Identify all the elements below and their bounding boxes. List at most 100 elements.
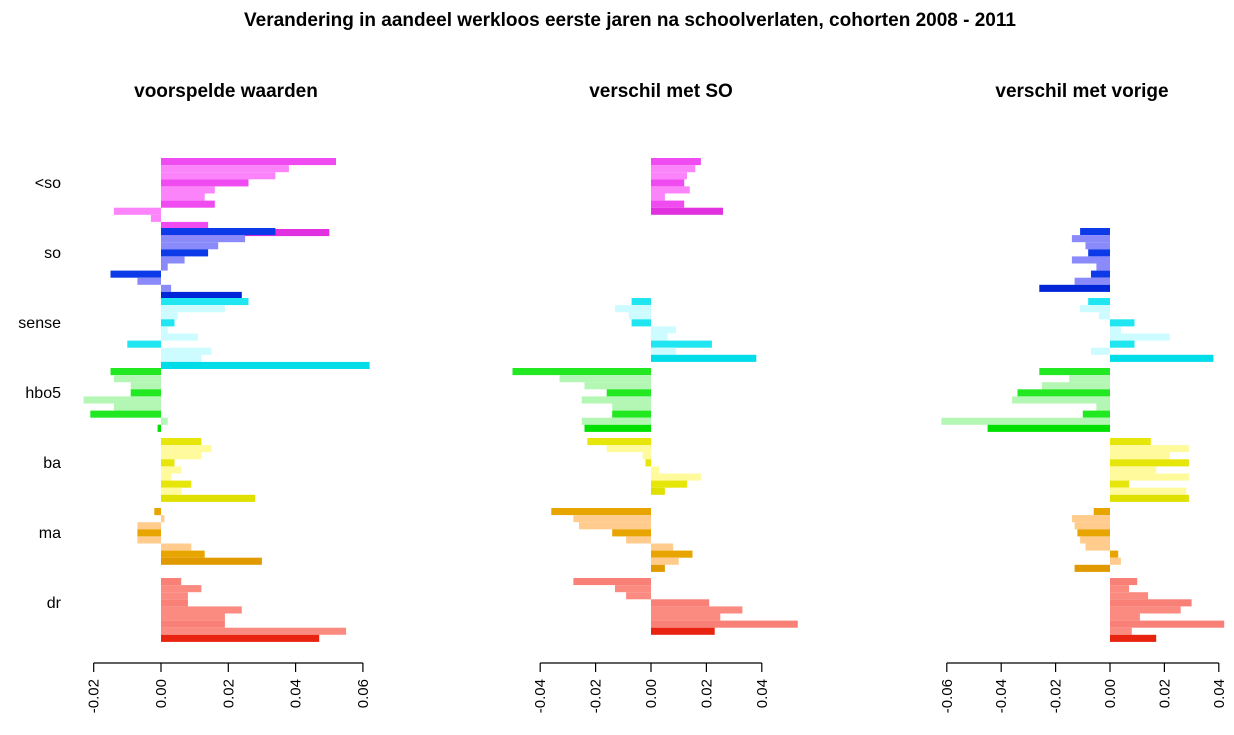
bar-ma-7	[1110, 550, 1119, 558]
bar-dr-1	[161, 578, 182, 586]
bar-hbo5-4	[130, 389, 161, 397]
bar-dr-2	[615, 585, 651, 593]
bar-hbo5-1	[1039, 368, 1110, 376]
bar-ba-9	[161, 494, 256, 502]
bar-dr-9	[1110, 634, 1157, 642]
bar-ba-4	[645, 459, 651, 467]
bar-so-7	[1091, 270, 1110, 278]
bar-dr-1	[573, 578, 651, 586]
group-label: ma	[39, 525, 61, 542]
group-label: <so	[35, 175, 61, 192]
bar-ba-8	[1110, 487, 1187, 495]
bar-sense-8	[1091, 347, 1110, 355]
bar-hbo5-8	[941, 417, 1110, 425]
bar-ba-7	[161, 480, 192, 488]
bar-ma-8	[651, 557, 679, 565]
bar-hbo5-8	[581, 417, 652, 425]
bar-so-3	[1085, 242, 1110, 250]
panel-verschil-met-so: verschil met SO -0.04 -0.02 0.00 0.02 0.04	[512, 81, 798, 713]
bar-ma-8	[161, 557, 262, 565]
bar-dr-7	[161, 620, 225, 628]
bar-lt-so-3	[161, 172, 276, 180]
bar-ma-9	[1074, 564, 1110, 572]
group-label: ba	[43, 455, 61, 472]
bar-sense-4	[161, 319, 175, 327]
bar-hbo5-3	[584, 382, 651, 390]
bar-sense-1	[631, 298, 651, 306]
bar-lt-so-10	[161, 221, 209, 229]
bar-hbo5-7	[612, 410, 651, 418]
x-tick-label: 0.06	[355, 679, 372, 708]
bar-hbo5-1	[512, 368, 651, 376]
x-tick-label: -0.02	[1048, 679, 1065, 713]
bar-so-9	[161, 284, 172, 292]
bar-sense-2	[1080, 305, 1110, 313]
bar-so-6	[1096, 263, 1110, 271]
bar-sense-7	[1110, 340, 1135, 348]
bar-dr-4	[1110, 599, 1192, 607]
bar-sense-5	[651, 326, 676, 334]
bar-sense-4	[631, 319, 651, 327]
bar-dr-7	[651, 620, 798, 628]
bar-hbo5-6	[113, 403, 161, 411]
bar-ba-4	[161, 459, 175, 467]
bar-ma-6	[651, 543, 674, 551]
bar-lt-so-4	[161, 179, 249, 187]
bar-hbo5-9	[584, 424, 651, 432]
bar-hbo5-6	[1096, 403, 1110, 411]
bars	[83, 158, 370, 642]
bars	[941, 228, 1225, 642]
x-axis: -0.06 -0.04 -0.02 0.00 0.02 0.04	[939, 662, 1228, 713]
x-tick-label: 0.04	[288, 679, 305, 708]
main-title: Verandering in aandeel werkloos eerste j…	[244, 10, 1016, 31]
bar-ma-7	[161, 550, 205, 558]
bar-lt-so-3	[651, 172, 687, 180]
bar-lt-so-2	[161, 165, 289, 173]
bar-dr-5	[1110, 606, 1181, 614]
panel-title: verschil met SO	[589, 81, 733, 102]
bar-hbo5-3	[130, 382, 161, 390]
bar-lt-so-4	[651, 179, 685, 187]
bar-ba-5	[161, 466, 182, 474]
bar-ma-2	[161, 515, 165, 523]
bar-dr-5	[651, 606, 743, 614]
bar-so-6	[161, 263, 168, 271]
bar-so-5	[1071, 256, 1110, 264]
bar-lt-so-5	[651, 186, 690, 194]
bar-sense-2	[161, 305, 225, 313]
bar-hbo5-4	[606, 389, 651, 397]
bar-so-9	[1039, 284, 1110, 292]
bar-ma-2	[573, 515, 651, 523]
bar-dr-8	[1110, 627, 1132, 635]
bar-sense-10	[161, 361, 370, 369]
bar-hbo5-5	[1012, 396, 1110, 404]
group-label: sense	[18, 315, 61, 332]
bar-lt-so-2	[651, 165, 696, 173]
bar-sense-6	[161, 333, 198, 341]
bar-hbo5-2	[113, 375, 161, 383]
bar-sense-7	[651, 340, 712, 348]
bar-dr-2	[161, 585, 202, 593]
bar-ma-4	[137, 529, 161, 537]
bar-hbo5-7	[90, 410, 161, 418]
bar-dr-3	[161, 592, 188, 600]
x-axis: -0.02 0.00 0.02 0.04 0.06	[86, 662, 372, 713]
group-label: dr	[47, 595, 62, 612]
bar-ma-4	[612, 529, 651, 537]
bar-lt-so-1	[651, 158, 701, 166]
bar-so-8	[1074, 277, 1110, 285]
bar-ba-8	[161, 487, 182, 495]
bar-dr-3	[626, 592, 651, 600]
bar-ma-7	[651, 550, 693, 558]
bar-sense-1	[161, 298, 249, 306]
bar-ma-5	[626, 536, 651, 544]
group-labels: <so so sense hbo5 ba ma dr	[18, 175, 61, 612]
bar-hbo5-6	[612, 403, 651, 411]
bar-ma-8	[1110, 557, 1121, 565]
bar-lt-so-8	[113, 207, 161, 215]
bar-so-8	[137, 277, 161, 285]
bar-ma-1	[551, 508, 651, 516]
bar-ma-9	[651, 564, 665, 572]
bar-ba-7	[1110, 480, 1129, 488]
